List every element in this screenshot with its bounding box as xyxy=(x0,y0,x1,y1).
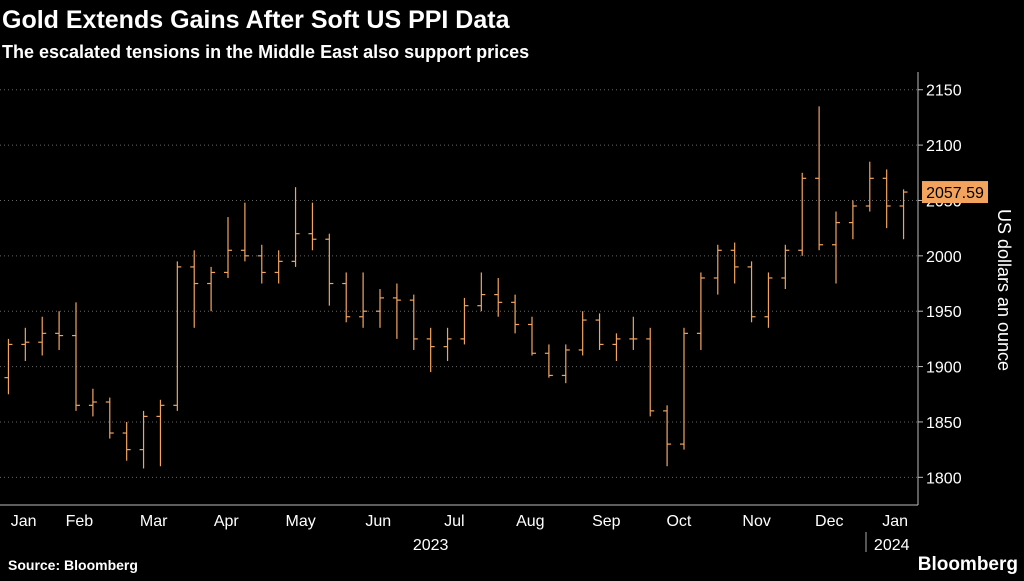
last-price-box xyxy=(922,181,988,204)
x-tick-label: Dec xyxy=(815,513,843,530)
y-tick-label: 1800 xyxy=(926,470,962,487)
brand: Bloomberg xyxy=(918,554,1018,575)
year-label: 2024 xyxy=(874,537,910,554)
x-tick-label: Feb xyxy=(66,513,94,530)
y-tick-label: 1850 xyxy=(926,415,962,432)
x-tick-label: Aug xyxy=(516,513,544,530)
x-tick-label: Oct xyxy=(666,513,691,530)
x-tick-label: Nov xyxy=(742,513,770,530)
year-label: 2023 xyxy=(413,537,449,554)
y-tick-label: 2100 xyxy=(926,138,962,155)
x-tick-label: May xyxy=(286,513,316,530)
x-tick-label: Apr xyxy=(214,513,240,530)
last-price-label: 2057.59 xyxy=(926,185,984,202)
x-tick-label: Jan xyxy=(11,513,37,530)
x-tick-label: Jun xyxy=(365,513,391,530)
chart-title: Gold Extends Gains After Soft US PPI Dat… xyxy=(2,6,511,34)
x-tick-label: Sep xyxy=(592,513,621,530)
chart-subtitle: The escalated tensions in the Middle Eas… xyxy=(2,42,529,62)
x-tick-label: Jan xyxy=(882,513,908,530)
y-tick-label: 2000 xyxy=(926,249,962,266)
x-tick-label: Jul xyxy=(444,513,464,530)
y-tick-label: 1950 xyxy=(926,304,962,321)
source: Source: Bloomberg xyxy=(8,557,138,573)
x-tick-label: Mar xyxy=(140,513,168,530)
y-tick-label: 2150 xyxy=(926,83,962,100)
y-tick-label: 1900 xyxy=(926,360,962,377)
y-axis-label: US dollars an ounce xyxy=(994,209,1014,371)
